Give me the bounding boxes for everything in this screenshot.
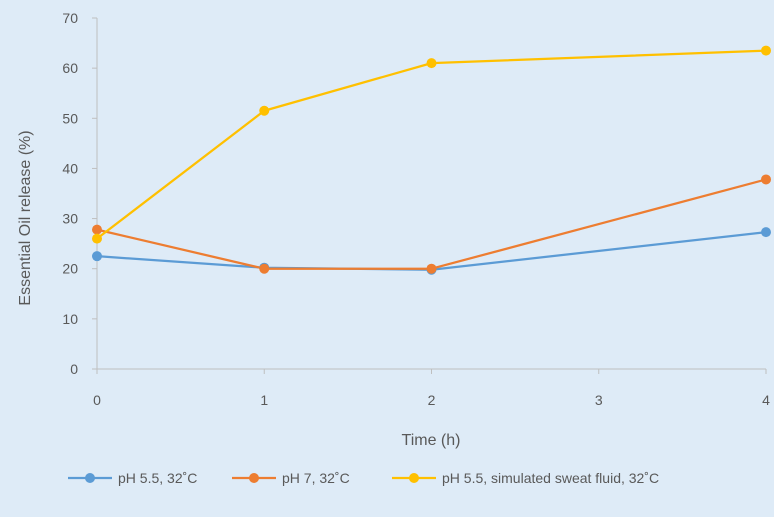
data-point xyxy=(427,58,437,68)
y-tick-label: 50 xyxy=(62,110,78,126)
legend-marker xyxy=(85,473,95,483)
x-tick-label: 0 xyxy=(93,392,101,408)
x-tick-label: 3 xyxy=(595,392,603,408)
legend-marker xyxy=(249,473,259,483)
y-tick-label: 30 xyxy=(62,211,78,227)
y-tick-label: 20 xyxy=(62,261,78,277)
legend-label: pH 5.5, 32˚C xyxy=(118,470,197,486)
data-point xyxy=(92,225,102,235)
y-tick-label: 0 xyxy=(70,361,78,377)
series-line-2 xyxy=(97,179,766,268)
legend-label: pH 7, 32˚C xyxy=(282,470,350,486)
series-lines xyxy=(97,51,766,270)
y-tick-label: 70 xyxy=(62,10,78,26)
axes xyxy=(97,18,766,369)
data-point xyxy=(427,264,437,274)
legend-label: pH 5.5, simulated sweat fluid, 32˚C xyxy=(442,470,659,486)
series-points xyxy=(92,46,771,275)
data-point xyxy=(92,234,102,244)
data-point xyxy=(92,251,102,261)
data-point xyxy=(259,106,269,116)
series-line-3 xyxy=(97,51,766,239)
legend: pH 5.5, 32˚C pH 7, 32˚C pH 5.5, simulated … xyxy=(68,470,659,486)
data-point xyxy=(761,227,771,237)
data-point xyxy=(259,264,269,274)
y-tick-label: 60 xyxy=(62,60,78,76)
x-tick-label: 2 xyxy=(428,392,436,408)
legend-marker xyxy=(409,473,419,483)
y-axis-title: Essential Oil release (%) xyxy=(17,130,34,305)
data-point xyxy=(761,46,771,56)
y-tick-label: 40 xyxy=(62,160,78,176)
ticks: 0 10 20 30 40 50 60 70 0 1 2 3 4 xyxy=(62,10,770,408)
x-tick-label: 4 xyxy=(762,392,770,408)
x-axis-title: Time (h) xyxy=(402,432,461,449)
data-point xyxy=(761,174,771,184)
x-tick-label: 1 xyxy=(260,392,268,408)
y-tick-label: 10 xyxy=(62,311,78,327)
